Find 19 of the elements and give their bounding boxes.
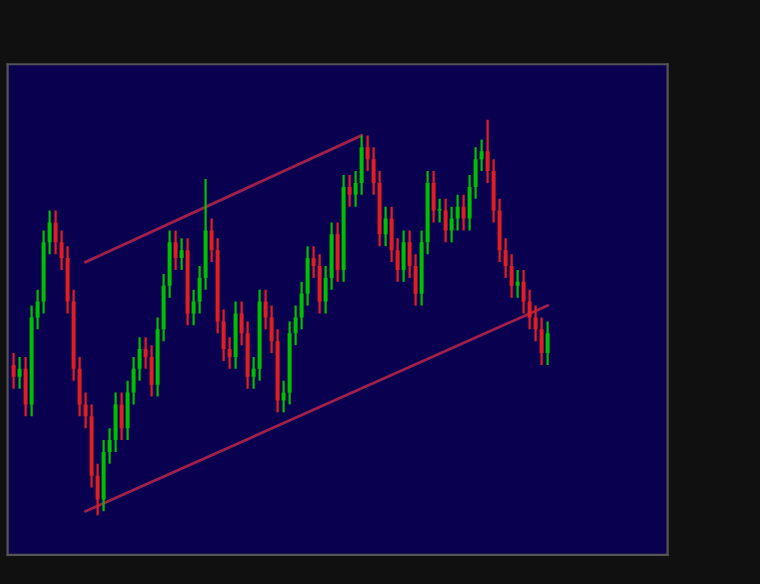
candlestick <box>149 344 154 398</box>
candlestick <box>431 169 436 224</box>
candlestick <box>173 229 178 272</box>
candlestick <box>545 320 550 367</box>
candlestick <box>437 197 442 224</box>
candlestick <box>461 193 466 232</box>
candlestick <box>443 197 448 244</box>
candlestick <box>233 300 238 370</box>
candlestick <box>317 253 322 315</box>
candlestick <box>119 391 124 442</box>
candlestick <box>383 205 388 248</box>
candlestick <box>401 229 406 283</box>
candlestick <box>347 173 352 208</box>
candlestick <box>515 268 520 299</box>
candlestick <box>17 355 22 390</box>
candlestick <box>23 355 28 418</box>
candlestick <box>335 221 340 283</box>
candlestick <box>179 237 184 272</box>
candlestick <box>11 351 16 390</box>
